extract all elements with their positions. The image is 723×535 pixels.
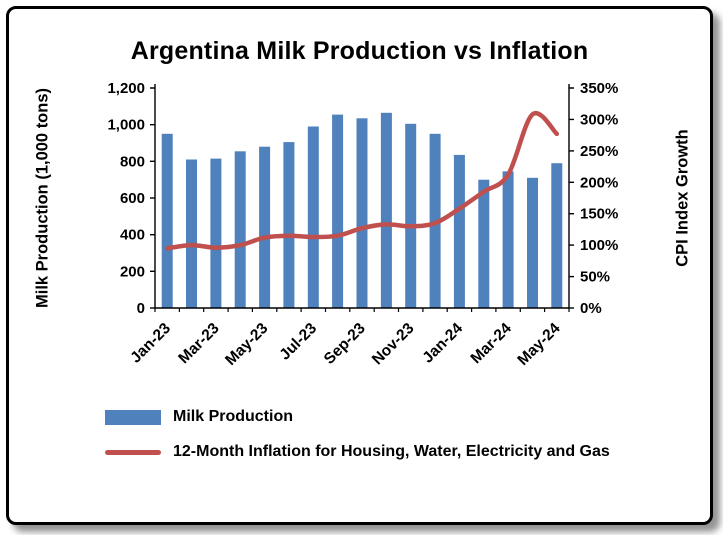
- svg-text:Mar-23: Mar-23: [175, 320, 223, 368]
- chart-canvas: 0 200 400 600 800 1,000 1,200 0% 50% 100% 150% 200%…: [107, 80, 618, 369]
- x-axis-ticks-labels: Jan-23 Mar-23 May-23 Jul-23 Sep-23 Nov-23 Jan-…: [127, 308, 570, 369]
- svg-text:1,200: 1,200: [107, 80, 145, 97]
- svg-text:800: 800: [120, 153, 145, 170]
- svg-text:Jan-24: Jan-24: [419, 320, 466, 367]
- svg-text:100%: 100%: [580, 237, 618, 254]
- legend-item-milk-production: Milk Production: [105, 408, 710, 426]
- right-axis-title: CPI Index Growth: [673, 129, 692, 267]
- chart-title: Argentina Milk Production vs Inflation: [130, 37, 589, 65]
- svg-text:250%: 250%: [580, 143, 618, 160]
- legend-label-inflation-line: 12-Month Inflation for Housing, Water, E…: [173, 443, 610, 460]
- legend-item-inflation-line: 12-Month Inflation for Housing, Water, E…: [105, 443, 710, 461]
- svg-text:Sep-23: Sep-23: [321, 320, 369, 368]
- svg-text:300%: 300%: [580, 111, 618, 128]
- svg-text:May-24: May-24: [514, 320, 563, 369]
- milk-production-bars: [161, 112, 563, 309]
- svg-text:Mar-24: Mar-24: [468, 320, 516, 368]
- svg-text:200: 200: [120, 263, 145, 280]
- svg-text:0: 0: [137, 300, 145, 317]
- plot-area: 0 200 400 600 800 1,000 1,200 0% 50% 100% 150% 200%…: [9, 74, 710, 392]
- left-axis-ticks: 0 200 400 600 800 1,000 1,200: [107, 80, 155, 317]
- svg-text:Jan-23: Jan-23: [127, 320, 174, 367]
- svg-text:May-23: May-23: [222, 320, 271, 369]
- svg-text:50%: 50%: [580, 269, 610, 286]
- svg-text:150%: 150%: [580, 206, 618, 223]
- svg-text:600: 600: [120, 190, 145, 207]
- left-axis-title: Milk Production (1,000 tons): [33, 87, 52, 309]
- chart-frame: Argentina Milk Production vs Inflation 0…: [6, 6, 713, 525]
- legend-label-milk-production: Milk Production: [173, 408, 293, 425]
- legend-swatch-milk-production: [105, 409, 161, 425]
- svg-text:200%: 200%: [580, 174, 618, 191]
- svg-text:0%: 0%: [580, 300, 602, 317]
- svg-text:Jul-23: Jul-23: [276, 320, 320, 364]
- right-axis-ticks: 0% 50% 100% 150% 200% 250% 300% 350%: [569, 80, 618, 317]
- svg-text:350%: 350%: [580, 80, 618, 97]
- legend: Milk Production 12-Month Inflation for H…: [105, 408, 710, 461]
- svg-text:400: 400: [120, 227, 145, 244]
- svg-text:1,000: 1,000: [107, 117, 145, 134]
- inflation-line: [164, 110, 560, 251]
- svg-text:Nov-23: Nov-23: [369, 320, 418, 369]
- legend-swatch-inflation-line: [105, 449, 161, 455]
